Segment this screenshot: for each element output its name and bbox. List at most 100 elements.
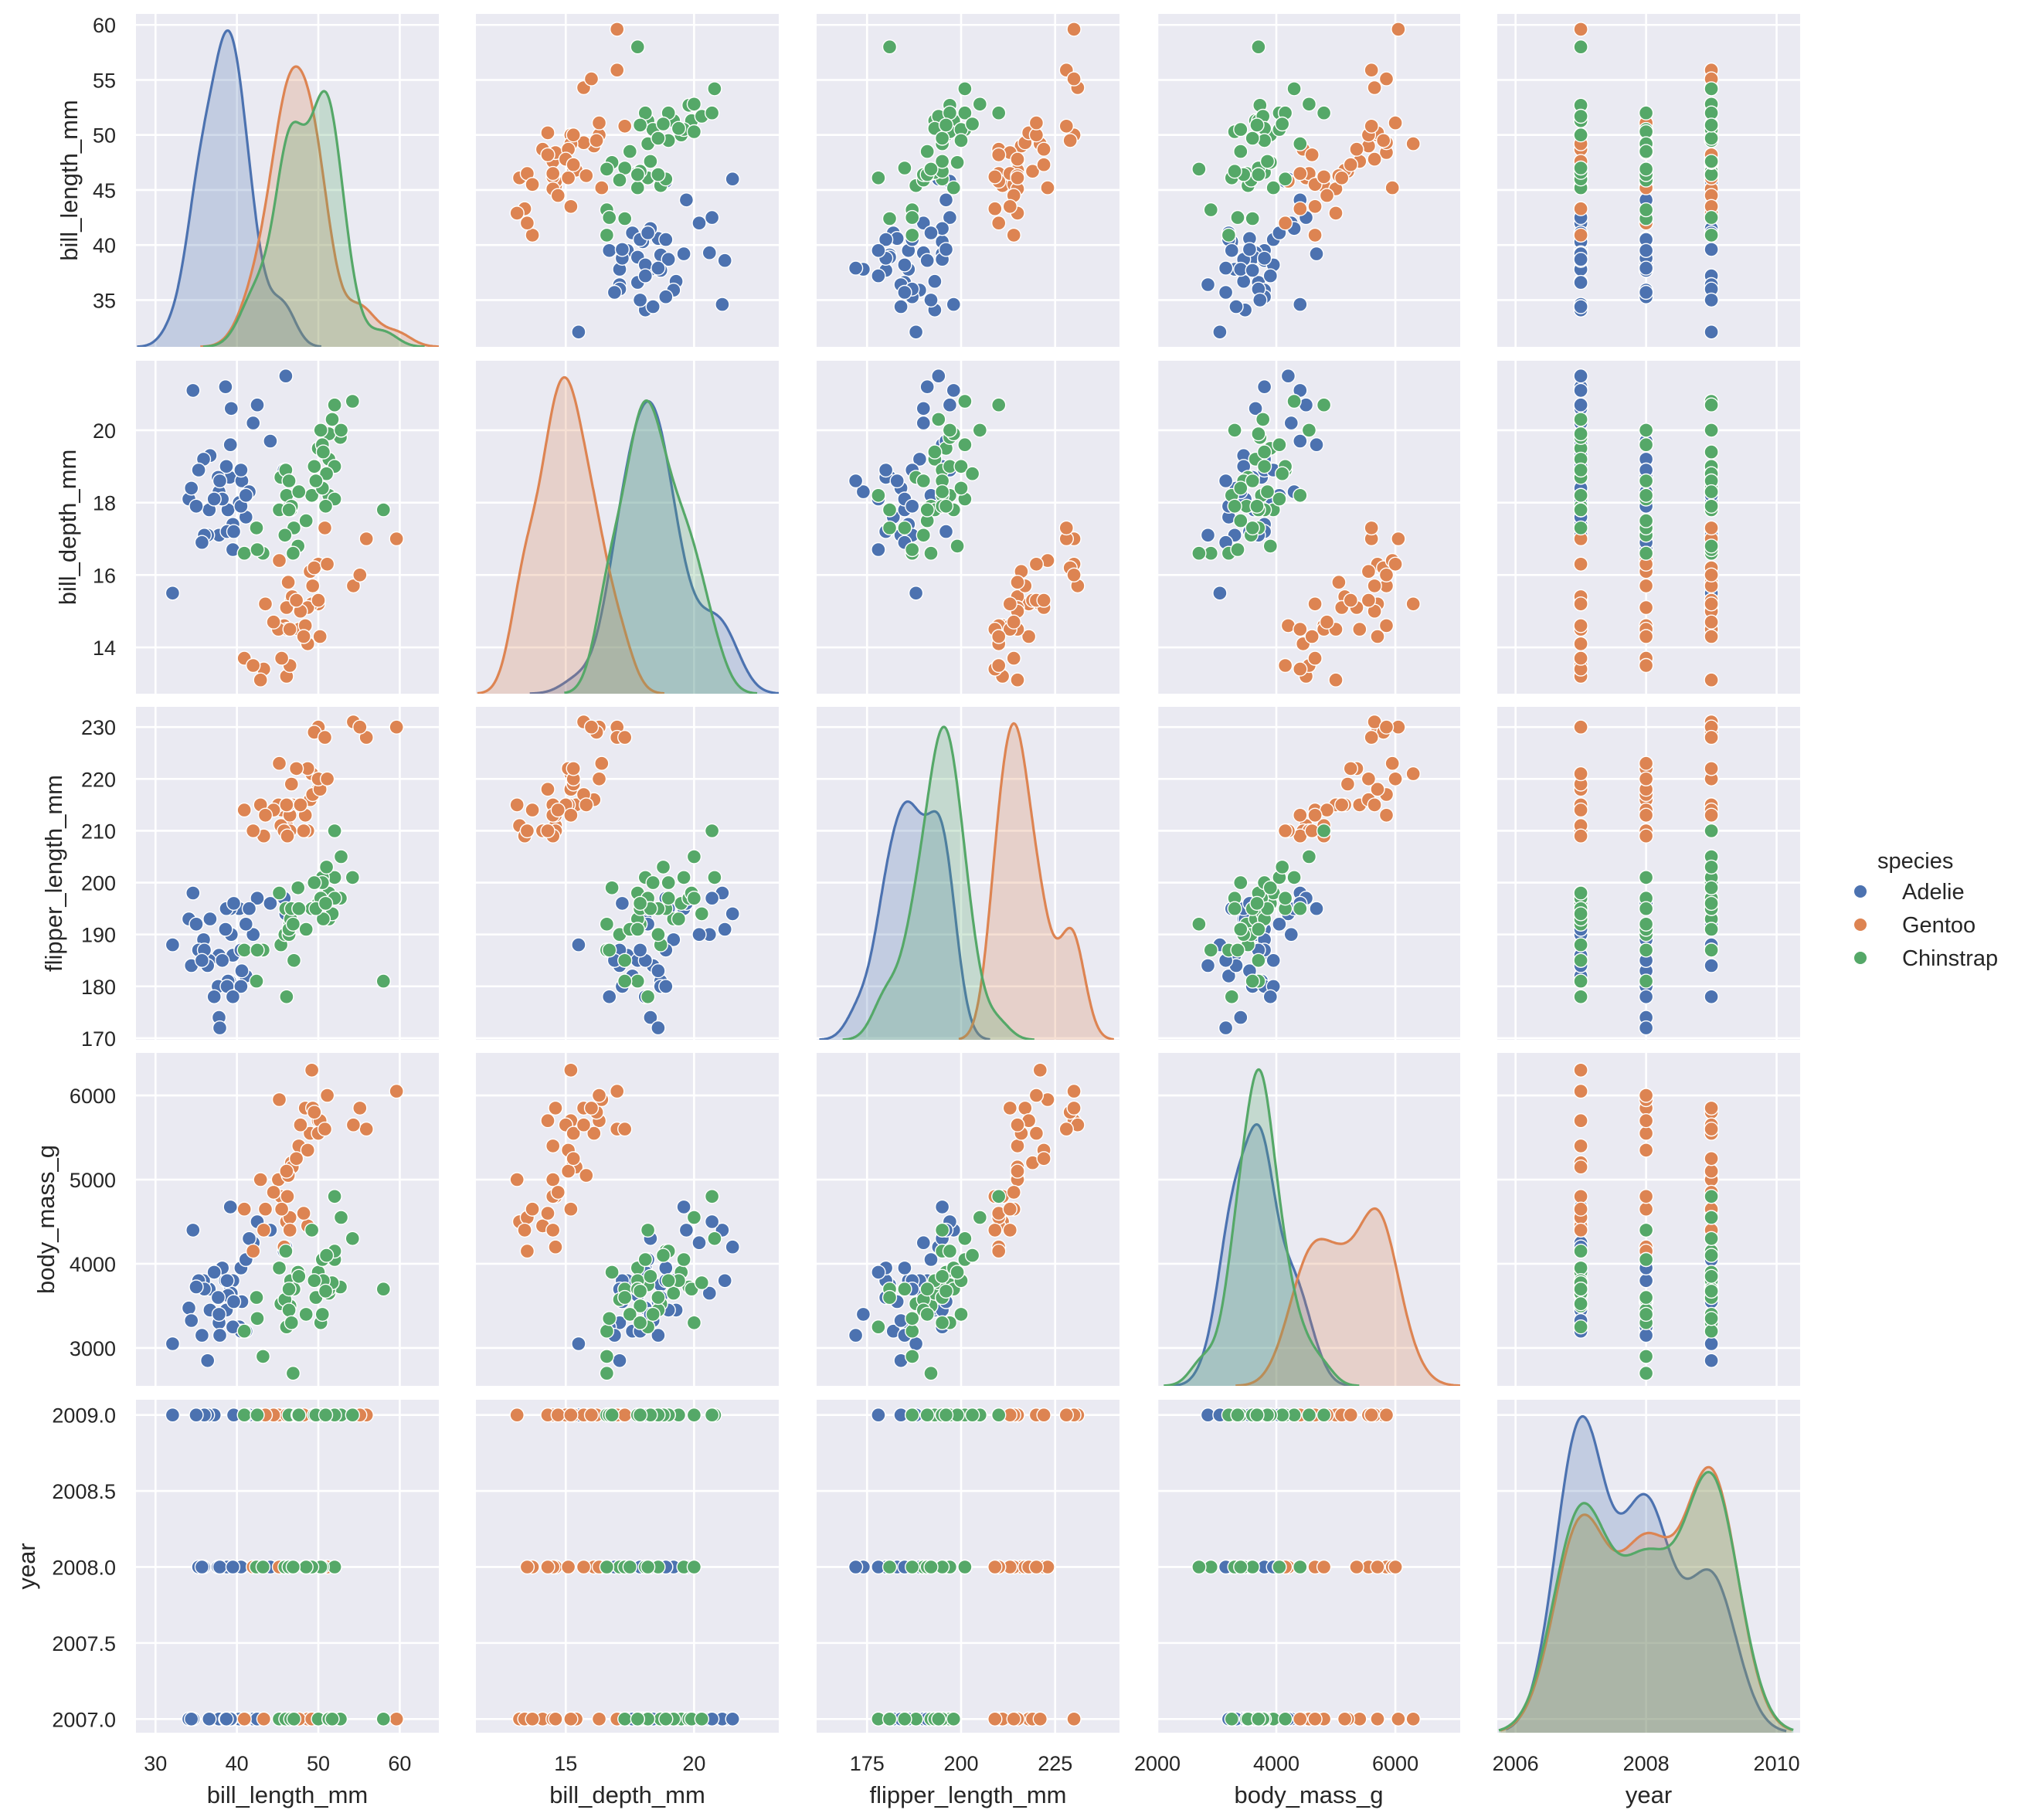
x-axis-label-year: year	[1626, 1781, 1672, 1808]
point-gentoo	[271, 756, 287, 771]
point-chinstrap	[285, 1365, 301, 1381]
point-gentoo	[1277, 823, 1293, 839]
point-gentoo	[312, 629, 328, 644]
kde-fill-gentoo	[200, 66, 439, 347]
point-adelie	[848, 1327, 864, 1343]
point-chinstrap	[1251, 1711, 1266, 1727]
point-chinstrap	[950, 538, 965, 554]
point-chinstrap	[1573, 127, 1588, 143]
point-chinstrap	[707, 870, 722, 885]
point-gentoo	[1638, 599, 1654, 616]
panel-year-vs-body_mass_g	[1156, 1400, 1460, 1733]
point-adelie	[1573, 274, 1588, 290]
point-chinstrap	[1573, 1319, 1588, 1335]
point-chinstrap	[277, 528, 293, 543]
point-adelie	[927, 273, 943, 289]
point-adelie	[226, 1294, 242, 1309]
point-adelie	[1272, 916, 1287, 932]
point-gentoo	[1058, 1407, 1075, 1423]
point-chinstrap	[1221, 227, 1237, 243]
point-chinstrap	[871, 487, 886, 503]
point-adelie	[219, 1711, 234, 1727]
point-adelie	[1638, 260, 1654, 276]
point-chinstrap	[286, 952, 302, 969]
point-gentoo	[594, 180, 610, 195]
point-chinstrap	[897, 160, 912, 176]
point-chinstrap	[637, 1251, 653, 1268]
point-adelie	[206, 989, 222, 1005]
point-gentoo	[1006, 1184, 1021, 1200]
point-gentoo	[610, 22, 625, 37]
point-gentoo	[1028, 115, 1045, 131]
panel-marks	[509, 714, 740, 1036]
point-adelie	[878, 462, 894, 478]
point-chinstrap	[972, 423, 988, 438]
panel-year-vs-bill_depth_mm	[476, 1400, 779, 1733]
panel-marks	[1573, 1062, 1719, 1381]
panel-bill_length_mm-vs-year	[1497, 14, 1800, 347]
point-gentoo	[1017, 1100, 1033, 1116]
point-chinstrap	[897, 1281, 912, 1297]
point-adelie	[225, 989, 241, 1005]
point-chinstrap	[1316, 1407, 1332, 1423]
point-gentoo	[352, 719, 368, 735]
point-adelie	[651, 963, 666, 979]
point-chinstrap	[1638, 916, 1654, 932]
panel-bill_length_mm-vs-bill_depth_mm	[476, 14, 779, 347]
point-chinstrap	[630, 973, 645, 989]
point-chinstrap	[291, 1407, 307, 1423]
point-gentoo	[389, 1711, 404, 1727]
kde-fill-chinstrap	[842, 727, 1034, 1040]
panel-marks	[137, 29, 439, 347]
point-gentoo	[1062, 133, 1078, 148]
point-gentoo	[1378, 567, 1395, 582]
x-axis-label-body_mass_g: body_mass_g	[1234, 1781, 1383, 1808]
point-gentoo	[1058, 520, 1075, 536]
x-tick-label-year: 2010	[1754, 1752, 1800, 1775]
point-chinstrap	[957, 81, 973, 97]
point-chinstrap	[923, 545, 939, 561]
point-adelie	[678, 1222, 695, 1238]
point-chinstrap	[686, 849, 702, 864]
x-tick-label-bill_length_mm: 60	[388, 1752, 411, 1775]
point-gentoo	[266, 1184, 281, 1200]
point-adelie	[1218, 1020, 1234, 1036]
point-gentoo	[1391, 22, 1406, 37]
panel-bill_length_mm-vs-body_mass_g	[1156, 14, 1460, 347]
point-chinstrap	[1245, 520, 1260, 536]
point-chinstrap	[1573, 1260, 1588, 1276]
point-gentoo	[296, 823, 311, 839]
point-gentoo	[1405, 1711, 1421, 1727]
point-adelie	[1248, 401, 1263, 416]
point-chinstrap	[904, 227, 920, 243]
point-gentoo	[345, 578, 362, 594]
point-gentoo	[1638, 1126, 1654, 1141]
point-gentoo	[525, 802, 540, 818]
point-gentoo	[1293, 201, 1308, 216]
point-adelie	[226, 524, 242, 539]
point-chinstrap	[1573, 520, 1588, 536]
point-chinstrap	[655, 116, 671, 132]
point-chinstrap	[882, 1289, 898, 1306]
legend-item-gentoo: Gentoo	[1854, 913, 1976, 938]
point-adelie	[1638, 1273, 1654, 1289]
point-adelie	[871, 1407, 886, 1423]
point-gentoo	[1638, 629, 1654, 644]
point-adelie	[165, 1407, 181, 1423]
point-chinstrap	[1704, 397, 1719, 413]
point-adelie	[1573, 299, 1588, 314]
point-gentoo	[1333, 170, 1350, 186]
point-chinstrap	[1249, 1407, 1265, 1423]
point-adelie	[212, 473, 228, 489]
x-axis-label-flipper_length_mm: flipper_length_mm	[869, 1781, 1066, 1808]
point-adelie	[194, 535, 210, 550]
y-tick-label-flipper_length_mm: 200	[81, 872, 116, 895]
point-gentoo	[548, 1100, 563, 1116]
point-adelie	[871, 268, 886, 284]
point-adelie	[1638, 1020, 1654, 1036]
panel-bill_depth_mm-vs-body_mass_g	[1156, 361, 1460, 694]
point-gentoo	[548, 1711, 563, 1727]
point-adelie	[632, 942, 648, 958]
point-chinstrap	[1191, 1559, 1207, 1575]
point-chinstrap	[694, 906, 709, 922]
